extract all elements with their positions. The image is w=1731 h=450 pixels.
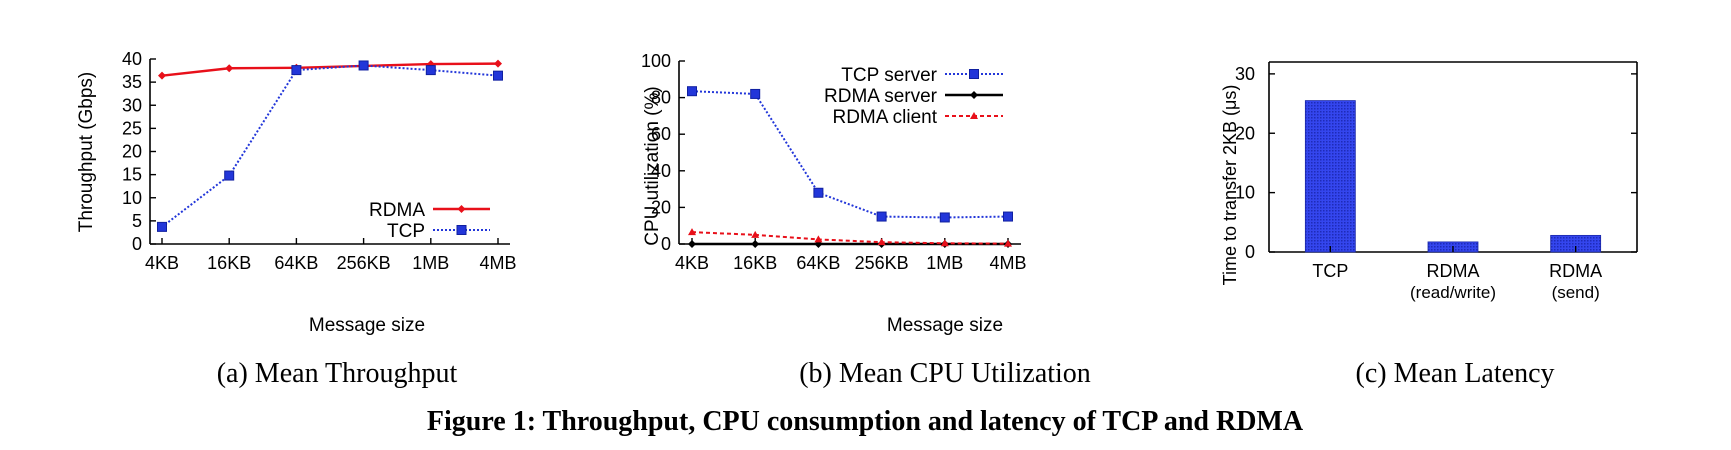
x-tick-label: RDMA bbox=[1427, 261, 1480, 281]
subcaption-mean-latency: (c) Mean Latency bbox=[1356, 358, 1555, 389]
x-tick-sublabel: (send) bbox=[1552, 283, 1600, 302]
y-tick-label: 30 bbox=[122, 95, 142, 115]
data-point-rdma bbox=[225, 64, 234, 73]
data-point-tcp bbox=[291, 65, 302, 76]
data-point-rdma bbox=[494, 59, 502, 68]
figure-caption: Figure 1: Throughput, CPU consumption an… bbox=[427, 406, 1304, 437]
legend-marker-rdma bbox=[457, 205, 466, 213]
legend-marker-tcp-server bbox=[969, 69, 979, 79]
data-point-tcp bbox=[224, 170, 235, 181]
cpu-x-axis-label: Message size bbox=[887, 315, 1003, 336]
y-tick-label: 10 bbox=[122, 188, 142, 208]
x-tick-label: 256KB bbox=[337, 253, 391, 273]
subcaption-mean-throughput: (a) Mean Throughput bbox=[217, 358, 458, 389]
data-point-tcp-server bbox=[1003, 211, 1013, 222]
latency-y-axis-label: Time to transfer 2KB (μs) bbox=[1220, 85, 1240, 286]
data-point-tcp bbox=[425, 65, 436, 76]
data-point-rdma-client bbox=[688, 228, 696, 236]
y-tick-label: 40 bbox=[651, 161, 671, 181]
y-tick-label: 0 bbox=[132, 234, 142, 254]
data-point-tcp-server bbox=[939, 212, 950, 223]
series-line-rdma bbox=[161, 62, 499, 77]
y-tick-label: 25 bbox=[122, 118, 142, 138]
x-tick-label: 1MB bbox=[412, 253, 449, 273]
legend-label-tcp-server: TCP server bbox=[841, 65, 937, 86]
legend-marker-tcp bbox=[456, 225, 467, 235]
data-point-rdma-client bbox=[1004, 239, 1012, 247]
x-tick-sublabel: (read/write) bbox=[1410, 283, 1496, 302]
x-tick-label: 4KB bbox=[675, 253, 709, 273]
y-tick-label: 60 bbox=[651, 124, 671, 144]
y-tick-label: 15 bbox=[122, 165, 142, 185]
data-point-rdma-server bbox=[751, 240, 760, 248]
data-point-rdma bbox=[158, 71, 166, 80]
x-tick-label: 4KB bbox=[145, 253, 179, 273]
x-tick-label: 64KB bbox=[274, 253, 318, 273]
y-tick-label: 20 bbox=[122, 142, 142, 162]
y-tick-label: 35 bbox=[122, 72, 142, 92]
data-point-rdma-client bbox=[814, 235, 823, 243]
data-point-tcp-server bbox=[687, 86, 697, 97]
panel-mean-cpu-utilization: CPU utilization (%) Message size (b) Mea… bbox=[641, 51, 1091, 389]
series-line-tcp-server bbox=[691, 90, 1009, 219]
y-tick-label: 0 bbox=[1245, 242, 1255, 262]
data-point-rdma-client bbox=[940, 239, 949, 247]
series-line-tcp bbox=[161, 64, 499, 228]
series-line-rdma-client bbox=[691, 231, 1009, 245]
legend-label-rdma: RDMA bbox=[369, 200, 425, 221]
data-point-rdma-client bbox=[877, 238, 886, 246]
panel-mean-latency: Time to transfer 2KB (μs) (c) Mean Laten… bbox=[1220, 61, 1638, 389]
throughput-x-axis-label: Message size bbox=[309, 315, 425, 336]
y-tick-label: 10 bbox=[1235, 183, 1255, 203]
x-tick-label: 256KB bbox=[855, 253, 909, 273]
data-point-rdma-client bbox=[751, 230, 760, 238]
x-tick-label: 4MB bbox=[989, 253, 1026, 273]
subcaption-mean-cpu-utilization: (b) Mean CPU Utilization bbox=[799, 358, 1091, 389]
y-tick-label: 40 bbox=[122, 49, 142, 69]
y-tick-label: 20 bbox=[1235, 123, 1255, 143]
latency-bar bbox=[1304, 100, 1356, 253]
legend-marker-rdma-server bbox=[970, 91, 978, 99]
legend-label-rdma-client: RDMA client bbox=[832, 107, 937, 128]
throughput-y-axis-label: Throughput (Gbps) bbox=[76, 72, 97, 233]
x-tick-label: 4MB bbox=[479, 253, 516, 273]
data-point-tcp-server bbox=[750, 88, 761, 99]
data-point-tcp-server bbox=[813, 187, 824, 198]
legend-marker-rdma-client bbox=[970, 112, 978, 119]
legend-label-tcp: TCP bbox=[387, 221, 425, 242]
data-point-tcp bbox=[493, 70, 503, 81]
cpu-y-axis-label: CPU utilization (%) bbox=[642, 86, 663, 245]
x-tick-label: TCP bbox=[1312, 261, 1348, 281]
y-tick-label: 80 bbox=[651, 88, 671, 108]
x-tick-label: 64KB bbox=[796, 253, 840, 273]
x-tick-label: 16KB bbox=[733, 253, 777, 273]
y-tick-label: 100 bbox=[641, 51, 671, 71]
x-tick-label: RDMA bbox=[1549, 261, 1602, 281]
data-point-tcp-server bbox=[876, 211, 887, 222]
y-tick-label: 20 bbox=[651, 197, 671, 217]
y-tick-label: 30 bbox=[1235, 64, 1255, 84]
data-point-tcp bbox=[157, 221, 167, 232]
legend-label-rdma-server: RDMA server bbox=[824, 86, 938, 107]
panel-mean-throughput: Throughput (Gbps) Message size (a) Mean … bbox=[76, 49, 517, 389]
x-tick-label: 1MB bbox=[926, 253, 963, 273]
y-tick-label: 5 bbox=[132, 211, 142, 231]
data-point-rdma-server bbox=[688, 240, 696, 248]
data-point-tcp bbox=[358, 60, 369, 71]
y-tick-label: 0 bbox=[661, 234, 671, 254]
x-tick-label: 16KB bbox=[207, 253, 251, 273]
